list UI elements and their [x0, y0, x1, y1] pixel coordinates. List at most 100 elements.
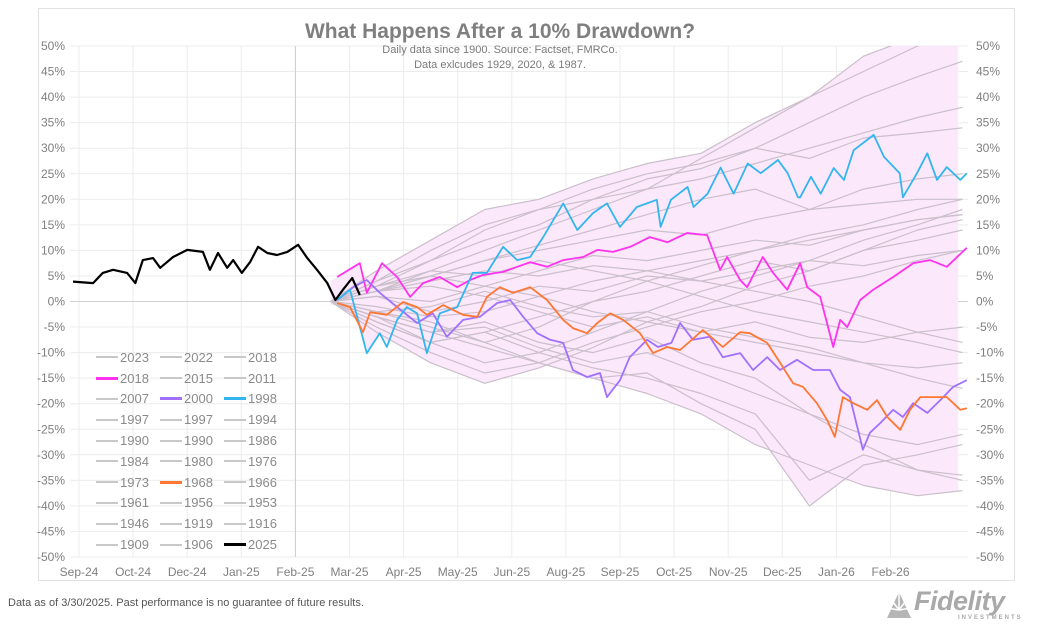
y-tick-label-right: -10%: [976, 346, 1004, 360]
legend-swatch: [224, 397, 246, 401]
x-tick-label: May-25: [438, 565, 478, 579]
legend-item: 1961: [96, 493, 160, 514]
legend-item: 2000: [160, 389, 224, 410]
x-tick-label: Oct-25: [656, 565, 692, 579]
series-line-1909: [330, 290, 963, 389]
legend-label: 2015: [184, 370, 213, 386]
y-tick-label-right: -15%: [976, 371, 1004, 385]
legend-label: 2007: [120, 391, 149, 407]
y-tick-label-left: 25%: [41, 167, 65, 181]
legend-swatch: [224, 356, 246, 359]
series-line-1980: [330, 46, 921, 302]
legend-item: 2025: [224, 534, 288, 555]
legend-label: 1956: [184, 495, 213, 511]
legend-swatch: [96, 397, 118, 400]
x-tick-label: Sep-25: [601, 565, 640, 579]
legend-swatch: [160, 418, 182, 421]
legend-item: 1916: [224, 513, 288, 534]
legend-swatch: [96, 501, 118, 504]
legend-label: 1984: [120, 453, 149, 469]
legend-item: 1906: [160, 534, 224, 555]
footer-disclaimer: Data as of 3/30/2025. Past performance i…: [8, 597, 364, 609]
legend-item: 1998: [224, 389, 288, 410]
legend-item: 2015: [160, 368, 224, 389]
y-tick-label-right: 5%: [976, 269, 994, 283]
legend-item: 1976: [224, 451, 288, 472]
legend-label: 1919: [184, 516, 213, 532]
legend-swatch: [96, 376, 118, 380]
series-line-1919: [330, 106, 963, 303]
x-tick-label: Oct-24: [115, 565, 151, 579]
y-tick-label-right: 25%: [976, 167, 1000, 181]
legend-item: 2018: [96, 368, 160, 389]
y-tick-label-left: 20%: [41, 192, 65, 206]
series-line-2007: [330, 300, 963, 497]
y-tick-label-right: 10%: [976, 243, 1000, 257]
legend-swatch: [160, 522, 182, 525]
legend-swatch: [224, 460, 246, 463]
y-tick-label-right: 0%: [976, 295, 994, 309]
series-line-2011: [330, 249, 963, 374]
y-tick-label-left: 10%: [41, 243, 65, 257]
legend-item: 1990: [96, 430, 160, 451]
y-tick-label-left: -20%: [37, 397, 65, 411]
legend-item: 1990: [160, 430, 224, 451]
y-tick-label-left: -35%: [37, 473, 65, 487]
legend-label: 1909: [120, 537, 149, 553]
y-tick-label-right: 20%: [976, 192, 1000, 206]
legend-item: 2018: [224, 347, 288, 368]
series-line-1986: [330, 285, 963, 343]
y-tick-label-right: -45%: [976, 524, 1004, 538]
x-tick-label: Apr-25: [386, 565, 422, 579]
legend-label: 1980: [184, 453, 213, 469]
legend-label: 1990: [120, 433, 149, 449]
y-tick-label-right: -35%: [976, 473, 1004, 487]
legend: 2023 2022 2018 2018 2015 2011 2007 2000 1998 1997…: [96, 347, 288, 555]
legend-swatch: [96, 522, 118, 525]
legend-swatch: [224, 543, 246, 547]
legend-label: 2000: [184, 391, 213, 407]
y-tick-label-left: 0%: [48, 295, 66, 309]
legend-label: 1968: [184, 474, 213, 490]
y-tick-label-right: 40%: [976, 90, 1000, 104]
legend-item: 1980: [160, 451, 224, 472]
legend-label: 1966: [248, 474, 277, 490]
range-band: [330, 46, 959, 504]
series-line-1998-highlight: [336, 134, 968, 354]
y-tick-label-right: -40%: [976, 499, 1004, 513]
x-tick-label: Sep-24: [60, 565, 99, 579]
y-tick-label-left: 35%: [41, 116, 65, 130]
y-tick-label-left: 5%: [48, 269, 66, 283]
legend-label: 1998: [248, 391, 277, 407]
legend-item: 1984: [96, 451, 160, 472]
series-line-2025-highlight: [72, 243, 361, 302]
legend-item: 1966: [224, 472, 288, 493]
y-tick-label-left: 30%: [41, 141, 65, 155]
legend-item: 1919: [160, 513, 224, 534]
logo-wordmark: Fidelity: [914, 586, 1005, 616]
legend-item: 1973: [96, 472, 160, 493]
x-tick-label: Feb-25: [276, 565, 314, 579]
y-tick-label-left: -50%: [37, 550, 65, 564]
legend-label: 1953: [248, 495, 277, 511]
y-tick-label-right: 15%: [976, 218, 1000, 232]
x-tick-label: Feb-26: [871, 565, 909, 579]
y-tick-label-right: 45%: [976, 65, 1000, 79]
legend-label: 1997: [184, 412, 213, 428]
legend-item: 1997: [96, 409, 160, 430]
legend-label: 1994: [248, 412, 277, 428]
legend-swatch: [160, 356, 182, 359]
legend-label: 1976: [248, 453, 277, 469]
legend-label: 2018: [248, 349, 277, 365]
legend-swatch: [160, 543, 182, 546]
legend-item: 1994: [224, 409, 288, 430]
chart-subtitle-2: Data exlcudes 1929, 2020, & 1987.: [414, 59, 586, 71]
series-line-2018-highlight: [336, 232, 968, 348]
y-tick-label-left: 50%: [41, 39, 65, 53]
legend-label: 2022: [184, 349, 213, 365]
y-tick-label-right: 35%: [976, 116, 1000, 130]
x-tick-label: Mar-25: [330, 565, 368, 579]
legend-item: 1909: [96, 534, 160, 555]
legend-label: 1990: [184, 433, 213, 449]
